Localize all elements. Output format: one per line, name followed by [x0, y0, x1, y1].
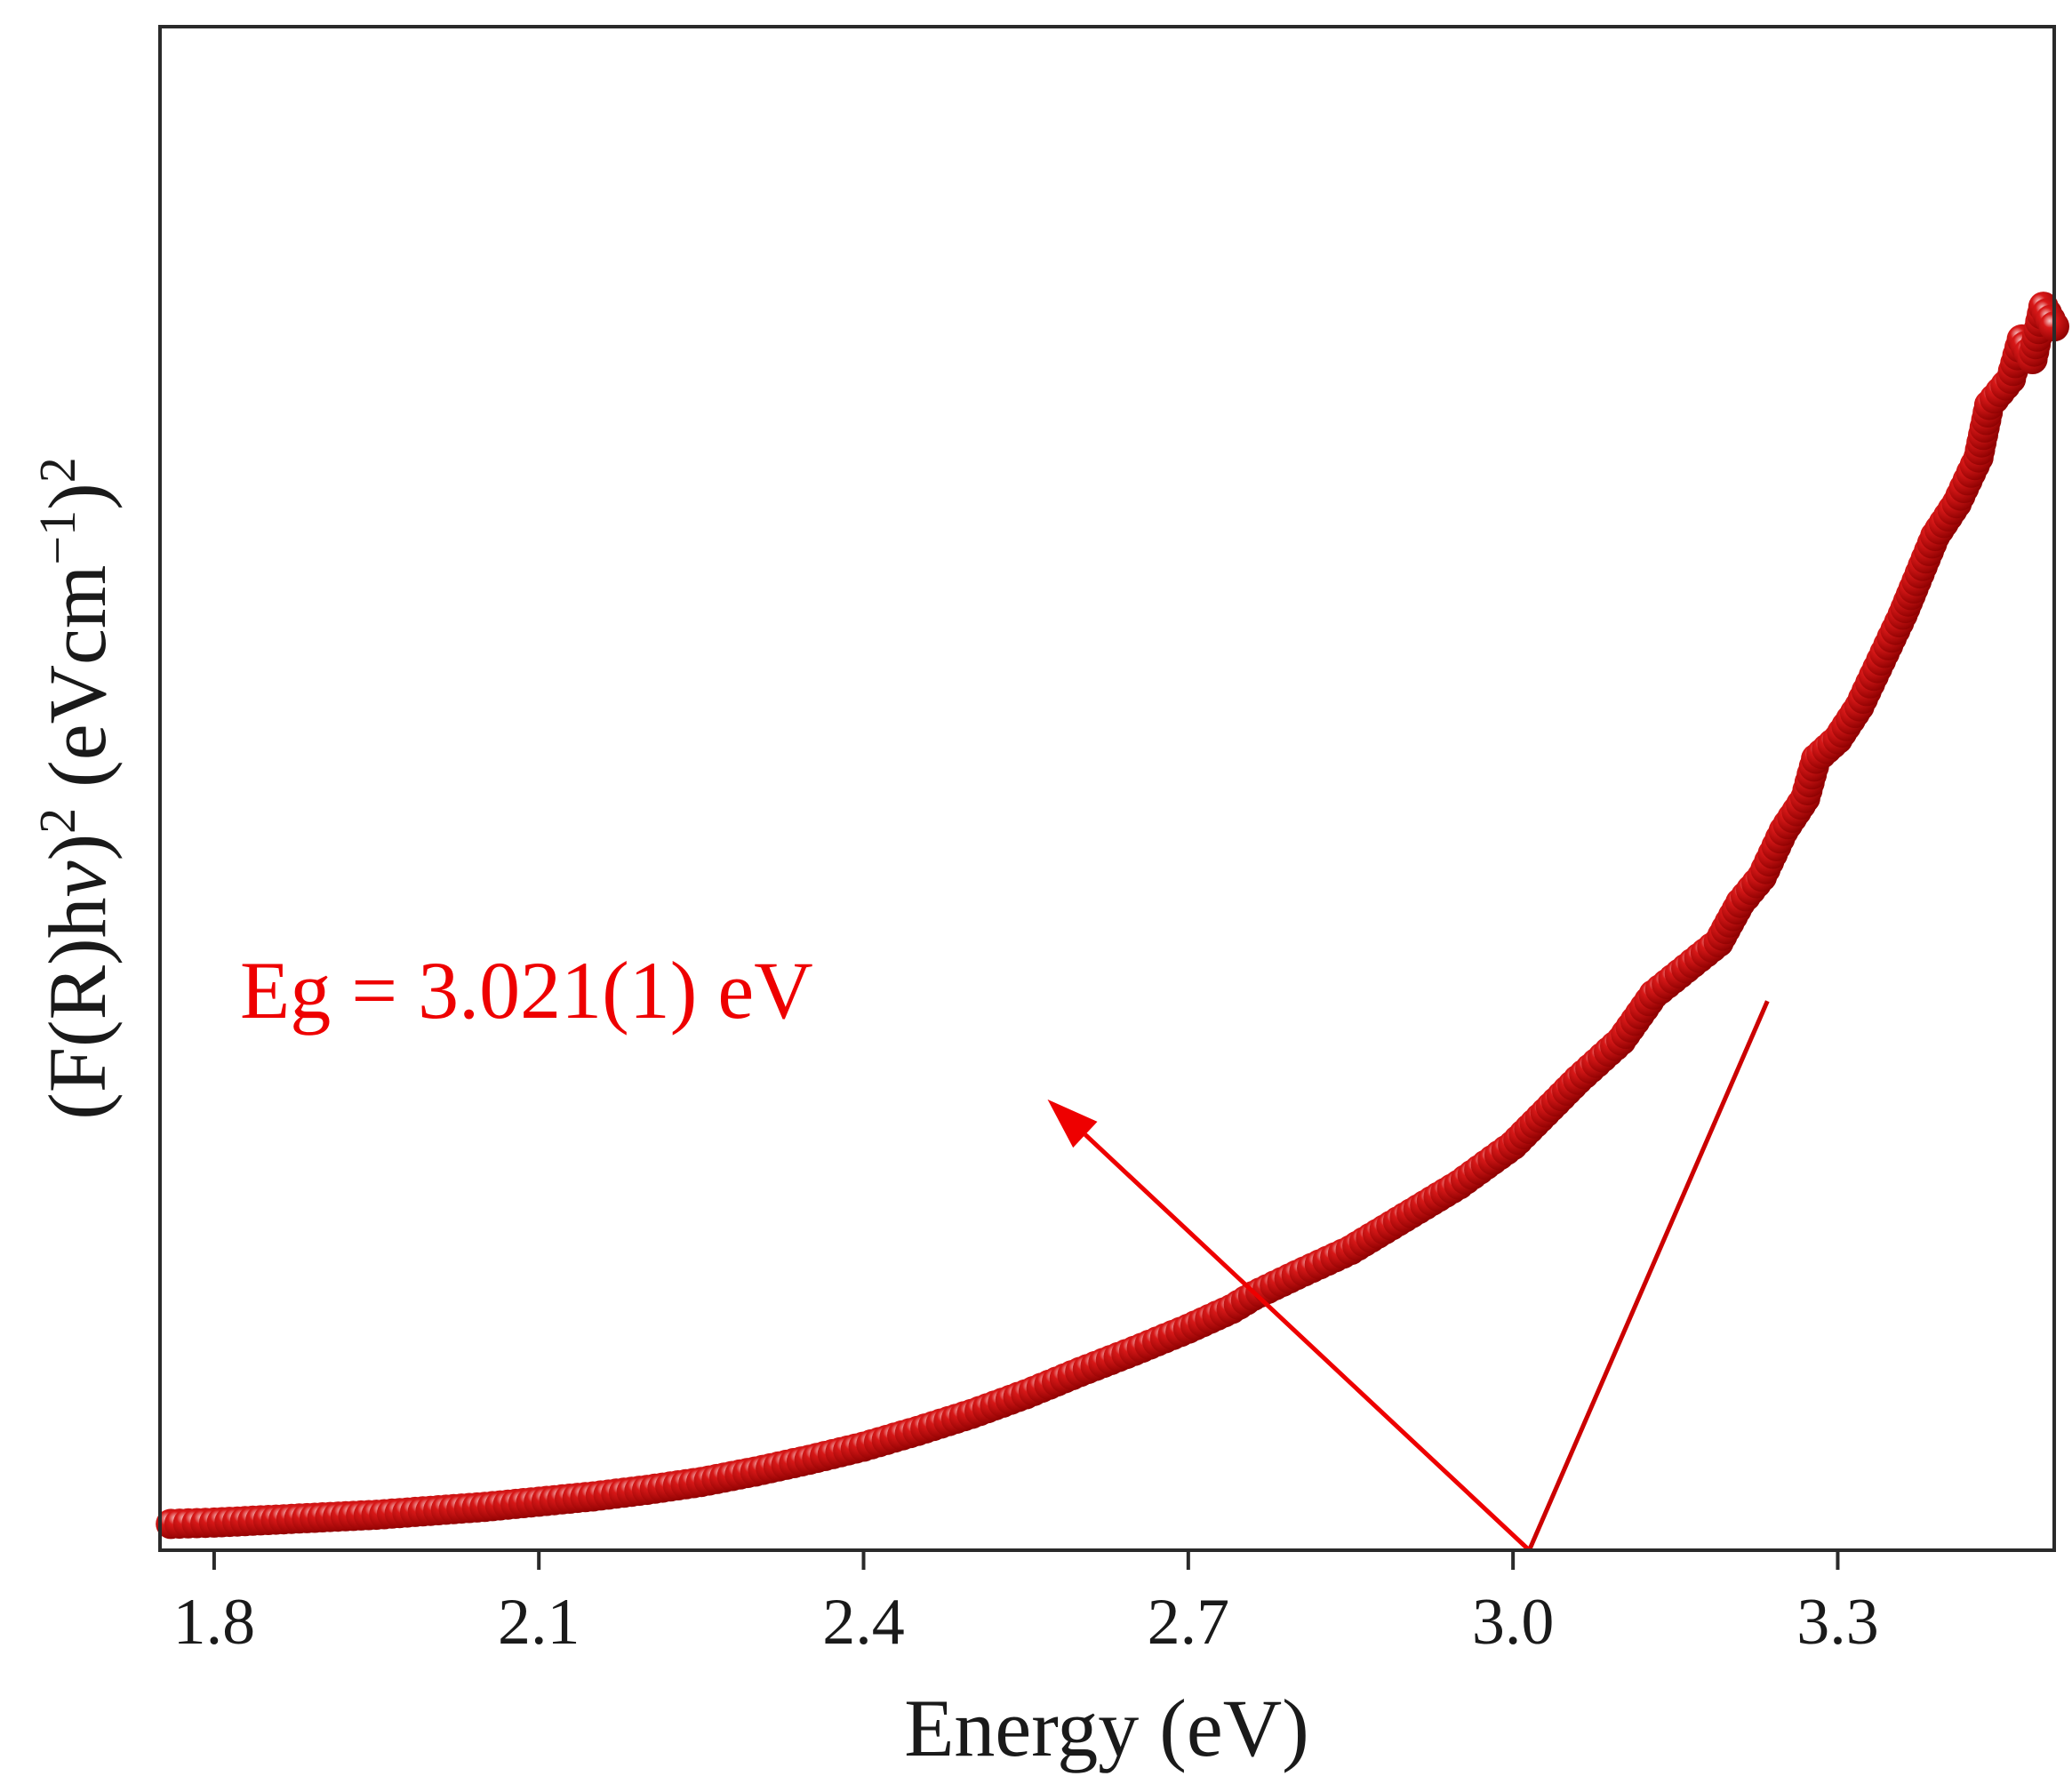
series-line	[171, 300, 2057, 1526]
y-axis-title-exp2: −1	[28, 510, 86, 565]
y-axis-title-part3: (eVcm	[32, 565, 123, 808]
plot-frame	[158, 25, 2056, 1552]
x-tick-label: 2.1	[498, 1586, 580, 1659]
x-tick-label: 2.7	[1148, 1586, 1230, 1659]
band-gap-annotation: Eg = 3.021(1) eV	[240, 945, 813, 1036]
x-tick-label: 3.3	[1796, 1586, 1879, 1659]
annotation-arrow-shaft	[1084, 1132, 1532, 1552]
x-axis-title: Energy (eV)	[904, 1683, 1309, 1773]
x-tick-label: 3.0	[1472, 1586, 1555, 1659]
x-axis: 1.8 2.1 2.4 2.7 3.0 3.3	[173, 1550, 1879, 1659]
annotation-arrow-head	[1047, 1099, 1098, 1148]
y-axis-title-exp1: 2	[28, 808, 86, 834]
y-axis-title-nu: ν	[32, 860, 123, 897]
fit-layer	[1047, 1000, 1770, 1552]
y-axis-title-part4: )	[32, 483, 123, 510]
y-axis-title: (F(R)hν)2 (eVcm−1)2	[28, 457, 123, 1120]
y-axis-title-exp3: 2	[28, 457, 86, 483]
x-tick-label: 1.8	[173, 1586, 256, 1659]
x-tick-label: 2.4	[822, 1586, 905, 1659]
y-axis-title-part1: (F(R)h	[32, 897, 123, 1119]
data-points	[156, 292, 2069, 1540]
y-axis-title-part2: )	[32, 834, 123, 861]
tangent-fit-line	[1527, 1000, 1770, 1551]
